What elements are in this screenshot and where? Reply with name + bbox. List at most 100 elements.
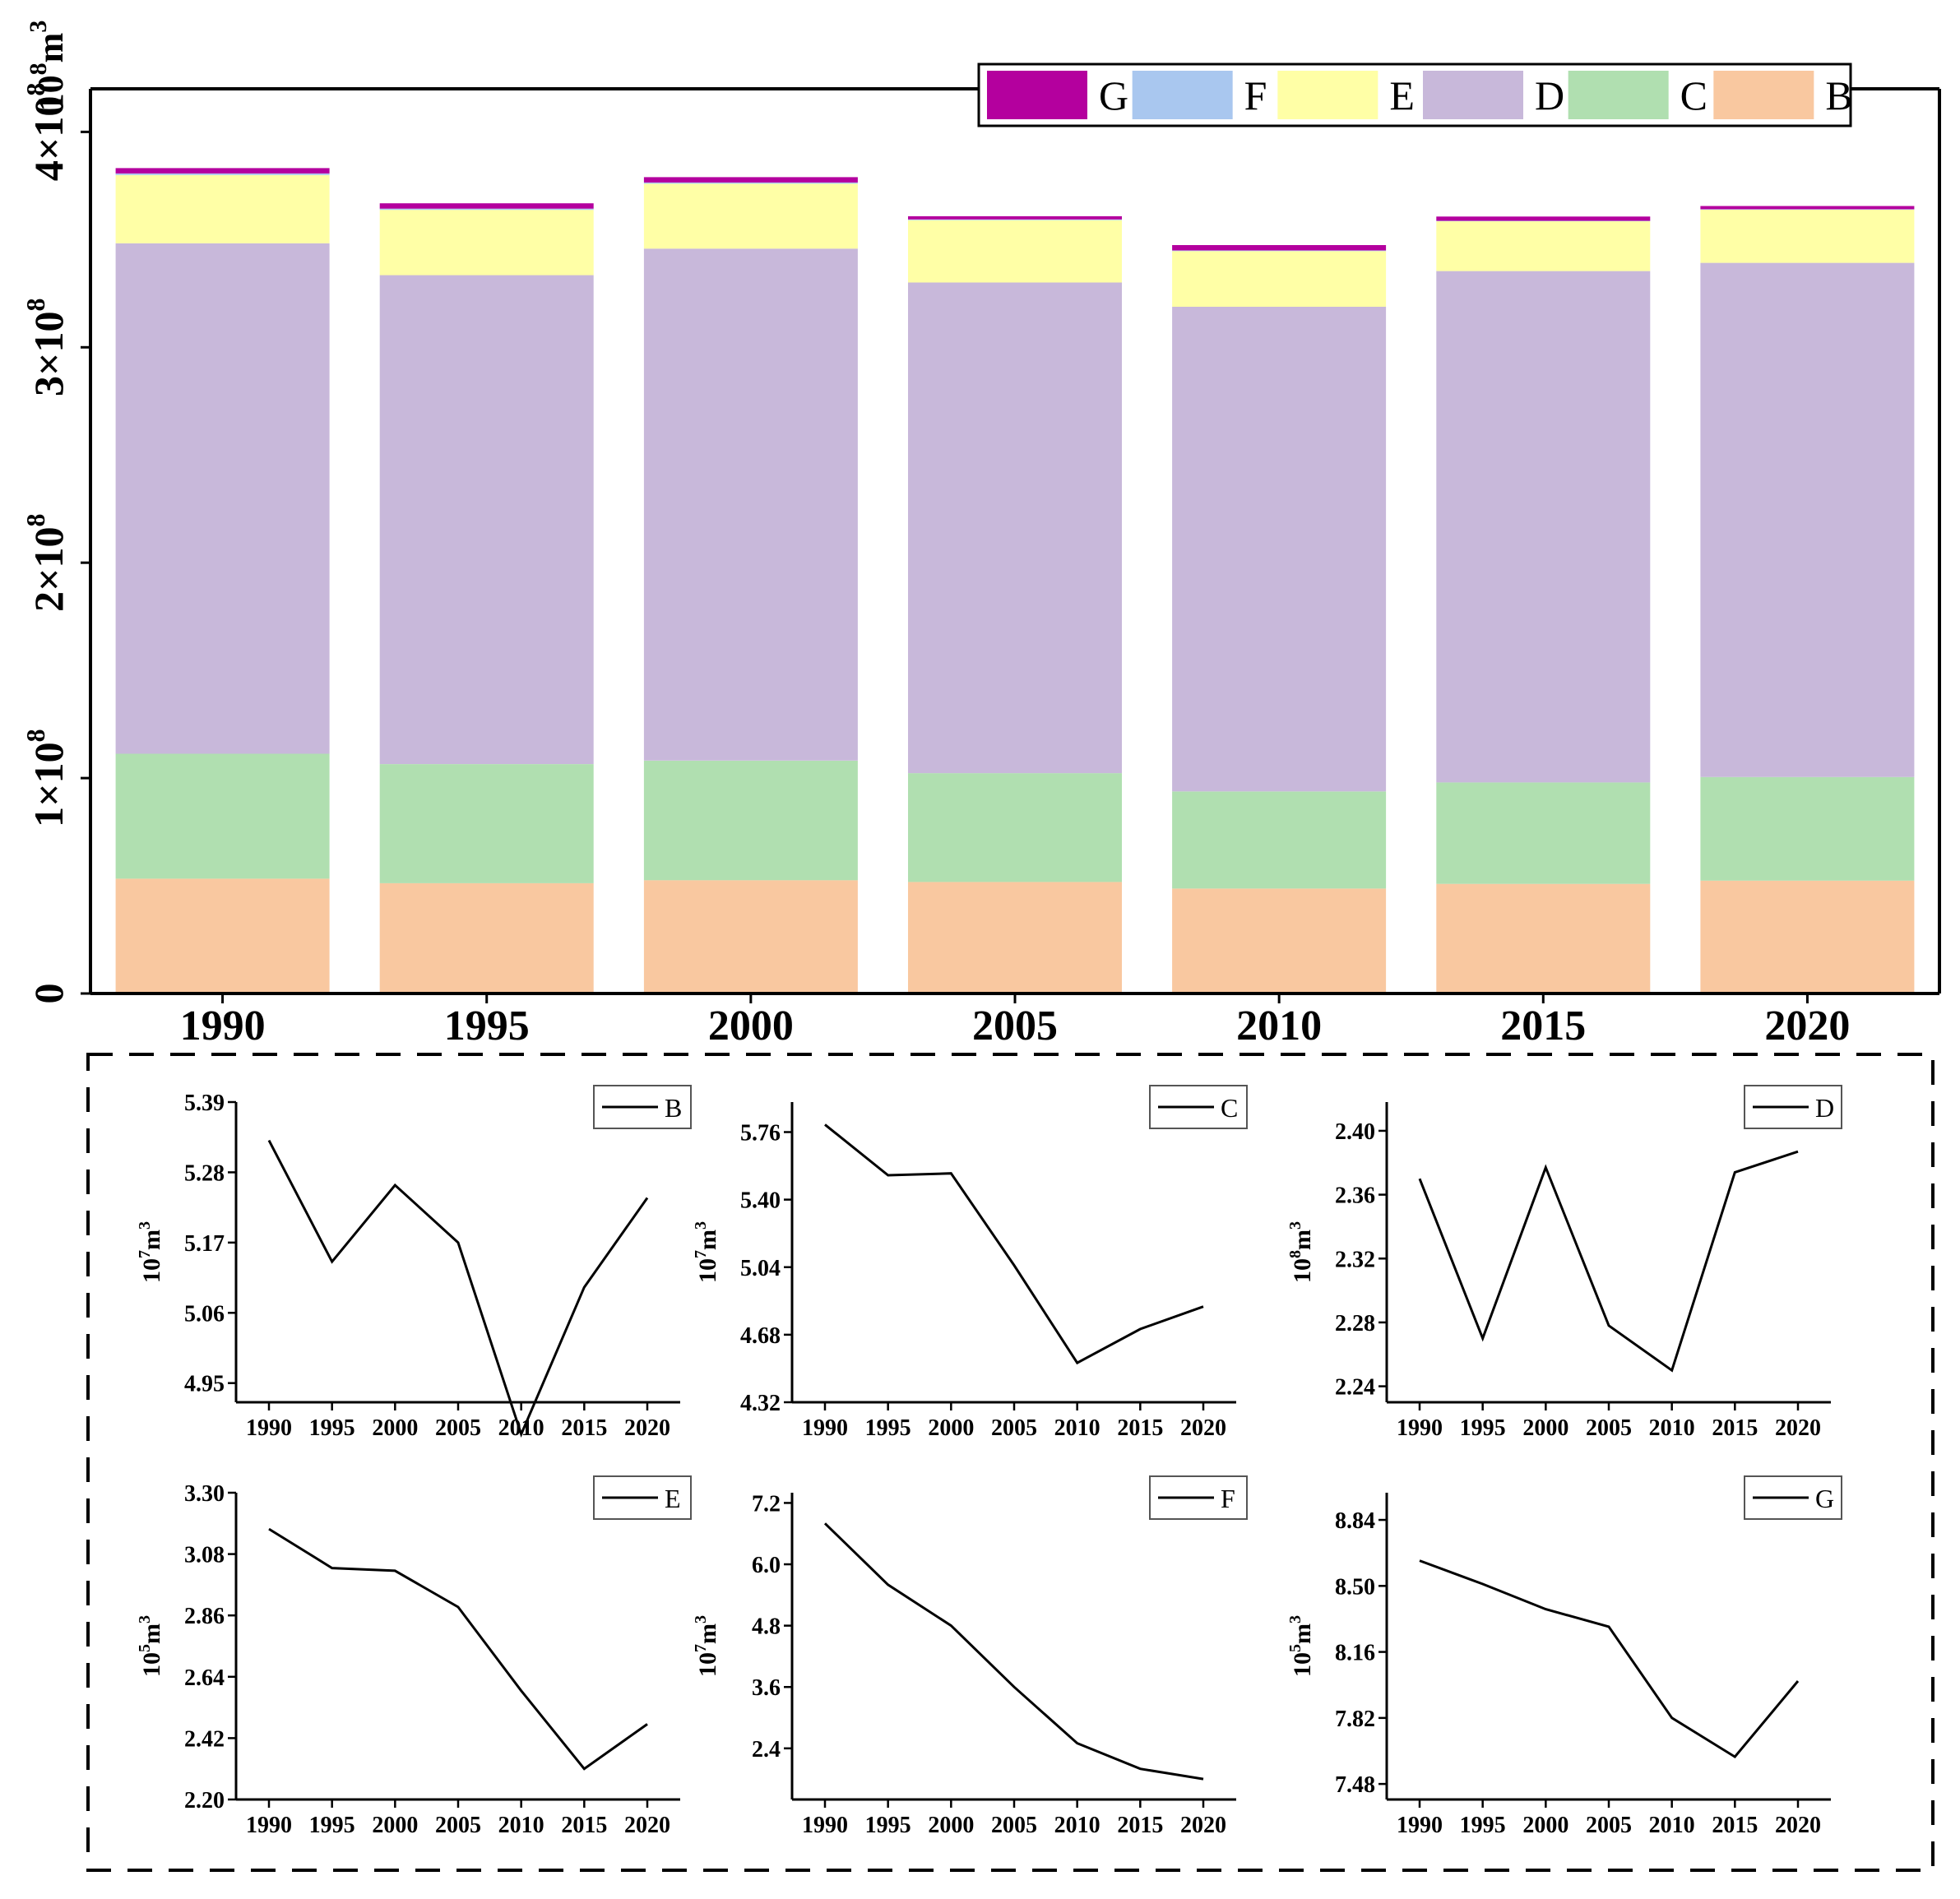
x-tick-label: 1995 [865,1813,911,1838]
bar-G-2015 [1436,216,1651,221]
x-tick-label: 2005 [1586,1813,1632,1838]
x-tick-label: 1995 [444,1003,530,1049]
x-tick-label: 2010 [1649,1415,1695,1441]
bar-C-2000 [643,760,858,881]
y-axis-label-unit-exponent: 3 [1286,1615,1304,1623]
y-tick-label: 2.20 [184,1788,225,1813]
y-axis-label-exponent: 7 [136,1250,154,1258]
x-tick-label: 1990 [802,1813,848,1838]
y-axis-label-exponent: 5 [136,1644,154,1652]
y-tick-coefficient: 2×10 [25,526,72,612]
y-tick-label: 4.68 [740,1323,781,1349]
line-chart-D: 2.24 2.28 2.32 2.36 2.40 1990 1995 2000 2005 2010… [1286,1085,1842,1441]
y-tick-label: 3.08 [184,1543,225,1568]
y-axis-label-unit: m [1289,1623,1316,1644]
bar-D-2005 [908,282,1122,774]
legend-swatch-C [1568,71,1669,119]
y-tick-label: 5.06 [184,1301,225,1327]
y-tick-exponent: 8 [21,299,50,312]
y-tick-label: 5.28 [184,1160,225,1186]
y-tick-label: 7.2 [752,1491,781,1517]
y-tick-label: 6.0 [752,1553,781,1578]
y-tick-label: 2.4 [752,1737,781,1762]
y-axis-label-unit: m [138,1230,165,1250]
legend-label-B: B [1825,72,1852,118]
bar-D-2015 [1436,271,1651,783]
y-axis-label-base: 10 [694,1652,721,1677]
bar-E-2020 [1700,209,1915,263]
x-tick-label: 2010 [1054,1415,1100,1441]
bar-G-2020 [1700,206,1915,210]
y-tick-label: 5.39 [184,1091,225,1116]
y-tick-exponent: 8 [21,83,50,96]
x-tick-label: 1990 [180,1003,266,1049]
bar-E-1990 [115,174,330,243]
bar-D-1990 [115,243,330,754]
x-tick-label: 2010 [498,1813,544,1838]
y-tick-coefficient: 4×10 [25,96,72,182]
x-tick-label: 1990 [246,1415,292,1441]
x-tick-label: 2020 [1180,1813,1226,1838]
bar-C-2005 [908,773,1122,882]
y-axis-label-exponent: 8 [1286,1250,1304,1258]
y-axis-label: 105m3 [1286,1615,1316,1677]
y-tick-label: 8.50 [1335,1574,1375,1600]
legend-label: G [1815,1484,1834,1513]
y-tick-label: 2.64 [184,1665,225,1691]
bar-E-2005 [908,220,1122,283]
x-tick-label: 1995 [309,1813,355,1838]
x-tick-label: 2005 [991,1415,1037,1441]
y-tick-coefficient: 3×10 [25,312,72,397]
y-axis-label: 108m3 [25,21,71,112]
y-tick-label: 2.28 [1335,1311,1375,1336]
x-tick-label: 2005 [435,1415,481,1441]
x-tick-label: 2010 [1649,1813,1695,1838]
series-line-E [268,1527,648,1771]
bar-C-2020 [1700,776,1915,881]
x-tick-label: 2015 [561,1813,607,1838]
series-line-B [267,1139,649,1438]
legend-swatch-F [1132,71,1233,119]
x-tick-label: 2015 [1712,1415,1758,1441]
y-tick-label: 1×108 [21,729,72,827]
legend-swatch-G [987,71,1087,119]
y-axis-label-unit-exponent: 3 [692,1221,710,1230]
series-line-C [824,1123,1204,1365]
x-tick-label: 1995 [1460,1415,1506,1441]
y-axis-label-base: 10 [1289,1258,1316,1283]
y-tick-label: 5.40 [740,1188,781,1214]
x-tick-label: 2020 [624,1415,670,1441]
legend-label-F: F [1244,72,1267,118]
bar-F-1995 [379,208,594,211]
x-tick-label: 2000 [708,1003,794,1049]
bar-E-2010 [1172,251,1387,307]
x-tick-label: 2020 [1775,1415,1821,1441]
y-axis-label: 107m3 [136,1221,165,1283]
legend-label: E [665,1484,681,1513]
y-axis-label-base: 10 [30,75,71,111]
line-chart-C: 4.32 4.68 5.04 5.40 5.76 1990 1995 2000 2005 2010… [692,1085,1248,1441]
x-tick-label: 2000 [372,1813,418,1838]
bar-D-2000 [643,248,858,761]
x-tick-label: 2000 [1522,1813,1568,1838]
series-line-D [1418,1150,1799,1373]
y-axis-label: 105m3 [136,1615,165,1677]
bar-E-2000 [643,183,858,249]
x-tick-label: 2000 [928,1415,974,1441]
bar-C-1990 [115,753,330,879]
x-tick-label: 1990 [802,1415,848,1441]
y-axis-label-unit: m [138,1623,165,1644]
y-axis-label: 107m3 [692,1221,721,1283]
y-tick-exponent: 8 [21,513,50,526]
y-axis-label-unit: m [694,1623,721,1644]
x-tick-label: 2015 [1117,1813,1163,1838]
y-tick-label: 3×108 [21,299,72,397]
bar-F-2020 [1700,209,1915,210]
bar-E-1995 [379,210,594,276]
y-tick-coefficient: 1×10 [25,742,72,827]
line-chart-E: 2.20 2.42 2.64 2.86 3.08 3.30 1990 1995 2000 2005… [136,1475,692,1838]
y-tick-label: 2.86 [184,1604,225,1629]
x-tick-label: 2005 [435,1813,481,1838]
